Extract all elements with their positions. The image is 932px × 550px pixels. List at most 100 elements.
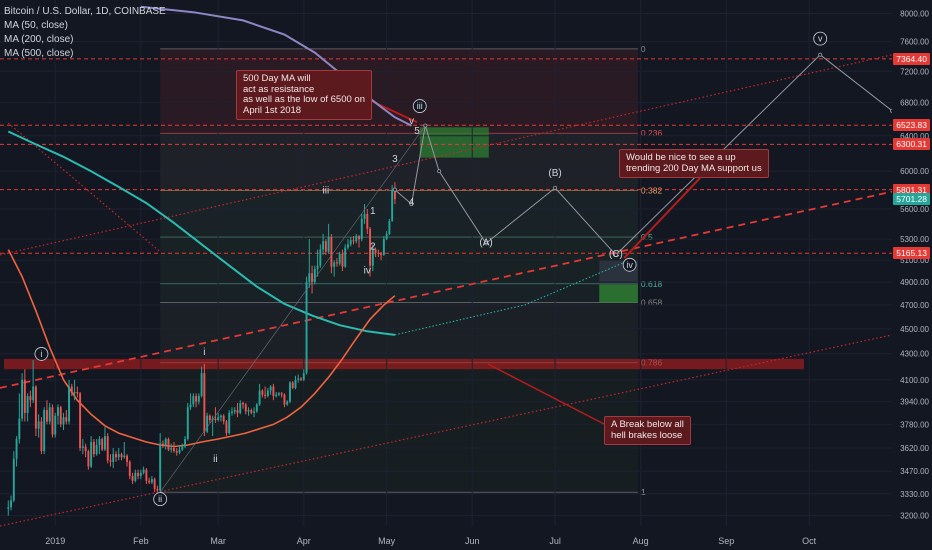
candle[interactable] (123, 442, 126, 459)
candle[interactable] (360, 213, 363, 242)
candle[interactable] (186, 403, 189, 441)
candle[interactable] (148, 477, 151, 485)
ma500-legend[interactable]: MA (500, close) (4, 48, 74, 59)
candle[interactable] (302, 369, 305, 382)
candle[interactable] (98, 436, 101, 455)
candle[interactable] (242, 401, 244, 409)
candle[interactable] (200, 366, 203, 398)
candle[interactable] (255, 403, 258, 413)
candle[interactable] (206, 412, 209, 434)
candle[interactable] (280, 391, 283, 398)
candle[interactable] (109, 454, 112, 467)
candle[interactable] (247, 407, 250, 416)
candle[interactable] (170, 443, 173, 453)
candles[interactable] (7, 182, 396, 516)
candle[interactable] (352, 236, 355, 245)
candle[interactable] (48, 403, 51, 425)
candle[interactable] (272, 383, 275, 401)
candle[interactable] (101, 437, 104, 452)
candle[interactable] (261, 389, 264, 398)
candle[interactable] (159, 433, 162, 493)
candle[interactable] (382, 236, 385, 256)
candle[interactable] (134, 469, 137, 483)
candle[interactable] (150, 475, 153, 485)
candle[interactable] (189, 393, 192, 411)
candle[interactable] (76, 386, 79, 398)
candle[interactable] (120, 452, 123, 461)
candle[interactable] (363, 204, 366, 224)
candle[interactable] (7, 500, 10, 516)
candle[interactable] (319, 244, 322, 268)
candle[interactable] (324, 239, 327, 255)
candle[interactable] (70, 383, 73, 397)
candle[interactable] (197, 393, 200, 405)
candle[interactable] (316, 249, 319, 277)
candle[interactable] (391, 185, 394, 222)
candle[interactable] (222, 414, 225, 425)
candle[interactable] (34, 385, 37, 437)
candle[interactable] (15, 436, 18, 467)
candle[interactable] (128, 460, 131, 480)
candle[interactable] (103, 427, 106, 452)
candle[interactable] (142, 466, 145, 475)
candle[interactable] (338, 251, 341, 266)
candle[interactable] (23, 369, 26, 422)
candle[interactable] (68, 379, 71, 425)
candle[interactable] (54, 412, 57, 438)
candle[interactable] (269, 385, 272, 395)
candle[interactable] (26, 393, 29, 422)
candle[interactable] (346, 239, 349, 250)
candle[interactable] (139, 469, 142, 480)
candle[interactable] (231, 407, 233, 416)
candle[interactable] (137, 469, 140, 480)
candle[interactable] (233, 407, 236, 415)
candle[interactable] (192, 393, 195, 408)
candle[interactable] (313, 265, 316, 285)
candle[interactable] (330, 234, 333, 274)
candle[interactable] (79, 391, 82, 452)
candle[interactable] (145, 468, 148, 485)
candle[interactable] (87, 449, 90, 470)
candle[interactable] (73, 379, 76, 401)
candle[interactable] (385, 230, 388, 241)
candle[interactable] (289, 381, 291, 404)
candle[interactable] (358, 235, 360, 248)
candle[interactable] (377, 249, 380, 258)
candle[interactable] (308, 239, 311, 288)
candle[interactable] (126, 454, 129, 467)
candle[interactable] (219, 414, 222, 422)
candle[interactable] (333, 260, 336, 277)
candle[interactable] (217, 412, 220, 422)
candle[interactable] (95, 439, 98, 456)
candle[interactable] (59, 405, 62, 428)
candle[interactable] (335, 258, 338, 267)
candle[interactable] (208, 414, 211, 423)
candle[interactable] (371, 244, 374, 272)
candle[interactable] (106, 433, 109, 464)
candle[interactable] (286, 400, 289, 406)
candle[interactable] (355, 234, 358, 244)
candle[interactable] (305, 276, 308, 375)
candle[interactable] (37, 414, 40, 438)
candle[interactable] (117, 448, 120, 461)
candle[interactable] (131, 472, 134, 485)
candle[interactable] (81, 439, 84, 455)
candle[interactable] (161, 440, 164, 449)
candle[interactable] (195, 393, 198, 408)
candle[interactable] (297, 374, 300, 383)
ma50-legend[interactable]: MA (50, close) (4, 20, 68, 31)
candle[interactable] (21, 373, 24, 422)
candle[interactable] (153, 477, 156, 493)
candle[interactable] (366, 208, 369, 235)
candle[interactable] (62, 412, 65, 431)
candle[interactable] (115, 451, 117, 462)
candle[interactable] (236, 403, 239, 418)
candle[interactable] (181, 443, 184, 452)
candle[interactable] (51, 404, 54, 438)
candle[interactable] (90, 436, 93, 469)
candle[interactable] (43, 407, 46, 455)
candle[interactable] (32, 360, 35, 404)
candle[interactable] (167, 437, 170, 452)
candle[interactable] (112, 448, 115, 469)
